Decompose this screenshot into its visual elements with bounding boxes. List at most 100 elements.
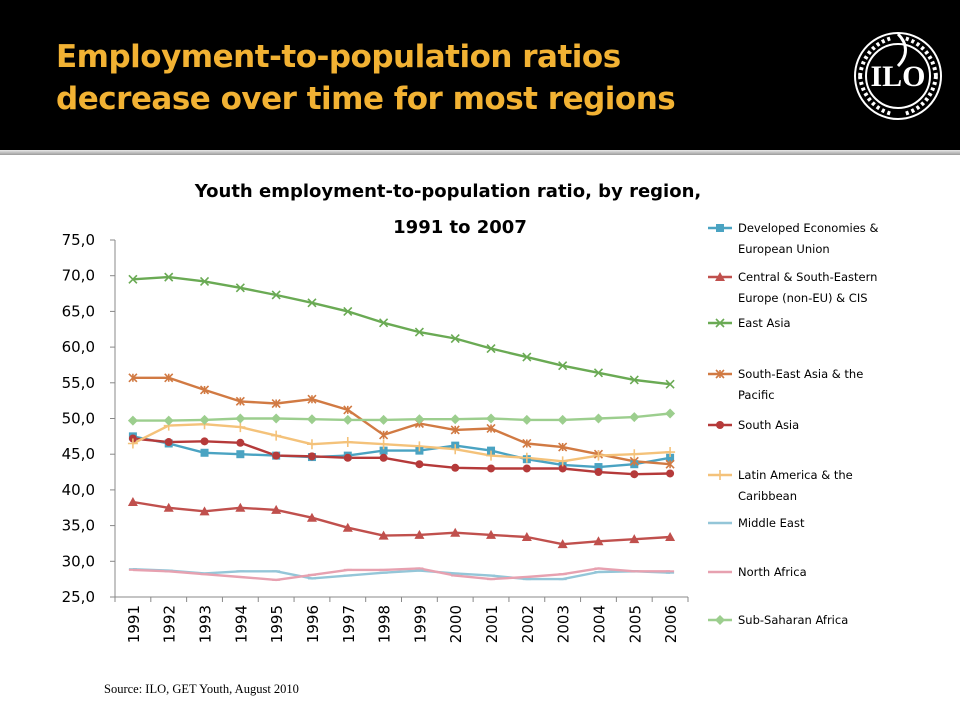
x-tick-label: 1991 — [125, 605, 143, 643]
legend-label: Sub-Saharan Africa — [738, 613, 848, 627]
ilo-logo: ILO — [854, 32, 942, 120]
marker-x — [486, 343, 496, 354]
marker-square — [594, 463, 603, 472]
marker-triangle — [450, 527, 461, 537]
x-tick-label: 1995 — [268, 605, 286, 643]
source-note: Source: ILO, GET Youth, August 2010 — [104, 682, 299, 696]
marker-diamond — [306, 414, 317, 425]
marker-plus — [715, 470, 725, 480]
series-line-5 — [132, 437, 671, 476]
marker-triangle — [306, 512, 317, 522]
marker-circle — [164, 438, 173, 447]
marker-x — [558, 361, 568, 371]
marker-plus — [521, 452, 532, 463]
x-tick-label: 2003 — [555, 605, 573, 643]
marker-circle — [594, 468, 603, 477]
marker-plus — [450, 444, 461, 455]
marker-diamond — [486, 413, 497, 424]
marker-triangle — [593, 536, 604, 546]
marker-circle — [200, 437, 209, 446]
marker-circle — [415, 460, 424, 469]
marker-circle — [630, 470, 639, 479]
marker-x — [235, 283, 245, 293]
marker-circle — [379, 453, 388, 462]
marker-x — [715, 318, 725, 328]
legend-label: Europe (non-EU) & CIS — [738, 291, 868, 305]
marker-circle — [236, 438, 245, 447]
marker-diamond — [665, 408, 676, 419]
marker-x — [450, 333, 460, 344]
marker-x — [522, 352, 532, 362]
marker-x — [343, 306, 353, 316]
marker-star — [271, 398, 281, 409]
marker-circle — [666, 469, 675, 478]
chart-title-line-2: 1991 to 2007 — [393, 217, 527, 238]
marker-square — [666, 453, 675, 462]
marker-plus — [378, 439, 389, 450]
marker-circle — [487, 464, 496, 473]
marker-plus — [486, 450, 497, 461]
marker-star — [164, 373, 174, 383]
logo-text: ILO — [870, 60, 925, 93]
marker-plus — [342, 437, 353, 448]
marker-star — [343, 405, 353, 415]
series-line-6 — [132, 423, 671, 463]
marker-diamond — [593, 413, 604, 424]
x-tick-label: 2004 — [590, 605, 608, 643]
series-line-1 — [132, 435, 671, 469]
marker-circle — [451, 463, 460, 472]
x-tick-label: 2000 — [447, 605, 465, 643]
y-tick-label: 35,0 — [62, 517, 95, 535]
marker-x — [128, 274, 138, 284]
marker-diamond — [163, 415, 174, 426]
marker-plus — [235, 422, 246, 433]
marker-triangle — [715, 272, 725, 281]
marker-diamond — [378, 414, 389, 425]
marker-square — [716, 224, 724, 232]
y-tick-label: 50,0 — [62, 410, 95, 428]
x-tick-label: 1999 — [411, 605, 429, 643]
marker-x — [414, 327, 424, 337]
marker-triangle — [271, 504, 282, 514]
marker-triangle — [163, 502, 174, 512]
x-tick-label: 1996 — [304, 605, 322, 643]
marker-plus — [127, 438, 138, 449]
marker-star — [379, 430, 389, 440]
legend-label: South Asia — [738, 418, 799, 432]
marker-star — [665, 459, 675, 469]
legend-label: South-East Asia & the — [738, 367, 863, 381]
legend-label: North Africa — [738, 565, 807, 579]
marker-triangle — [199, 506, 210, 516]
marker-triangle — [342, 522, 353, 532]
marker-triangle — [235, 502, 246, 512]
marker-triangle — [414, 529, 425, 539]
marker-x — [271, 290, 281, 300]
marker-x — [164, 272, 174, 282]
series-line-2 — [132, 500, 671, 546]
marker-circle — [307, 452, 316, 461]
slide-header — [0, 0, 960, 150]
y-tick-label: 60,0 — [62, 338, 95, 356]
marker-diamond — [342, 414, 353, 425]
y-tick-label: 25,0 — [62, 588, 95, 606]
marker-square — [200, 448, 209, 457]
x-tick-label: 1998 — [376, 605, 394, 643]
series-line-7 — [132, 568, 671, 581]
header-divider — [0, 150, 960, 155]
x-tick-label: 2002 — [519, 605, 537, 643]
y-tick-label: 45,0 — [62, 445, 95, 463]
marker-circle — [272, 451, 281, 460]
legend-label: Middle East — [738, 516, 805, 530]
marker-diamond — [199, 414, 210, 425]
marker-plus — [271, 430, 282, 441]
legend-label: Latin America & the — [738, 468, 853, 482]
series-line-8 — [132, 567, 671, 582]
marker-star — [715, 369, 725, 379]
marker-triangle — [629, 534, 640, 544]
legend-label: European Union — [738, 242, 830, 256]
marker-plus — [414, 441, 425, 452]
marker-square — [236, 450, 245, 459]
x-tick-label: 1994 — [232, 605, 250, 643]
marker-plus — [306, 439, 317, 450]
slide-title: Employment-to-population ratios decrease… — [56, 36, 816, 120]
